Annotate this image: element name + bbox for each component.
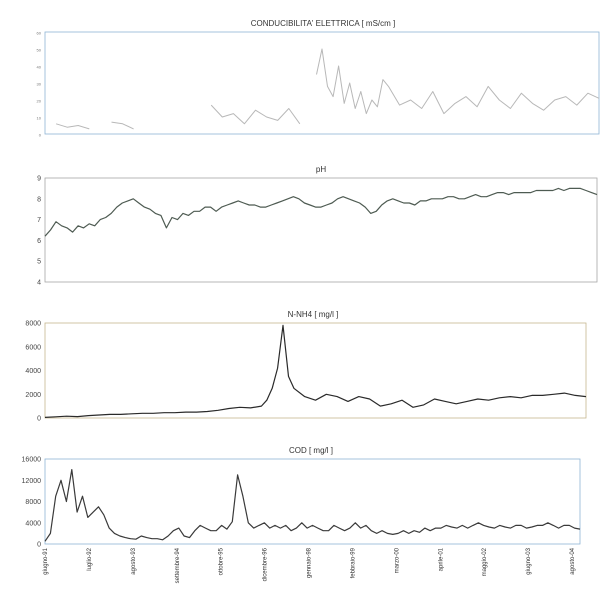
line-conductivity [55, 123, 90, 130]
y-tick-label-conductivity: 40 [37, 65, 42, 70]
chart-title-cod: COD [ mg/l ] [289, 446, 333, 455]
y-tick-label-conductivity: 50 [37, 48, 42, 53]
line-cod [44, 469, 581, 542]
y-tick-label-nh4: 6000 [25, 344, 41, 351]
line-conductivity [316, 48, 600, 115]
y-tick-label-conductivity: 0 [39, 133, 42, 138]
panel-cod: COD [ mg/l ] 0 4000 8000 12000 16000 giugno-… [22, 446, 581, 583]
line-ph [44, 187, 598, 237]
series-cod [44, 469, 581, 542]
x-tick-label: giugno-03 [526, 547, 532, 574]
y-tick-label-nh4: 0 [37, 416, 41, 423]
y-ticks-conductivity: 0 10 20 30 40 50 60 [37, 31, 42, 138]
panel-ph: pH 4 5 6 7 8 9 [37, 165, 598, 287]
y-tick-label-conductivity: 30 [37, 82, 42, 87]
chart-title-conductivity: CONDUCIBILITA' ELETTRICA [ mS/cm ] [251, 19, 396, 28]
x-axis-date-labels: giugno-91 luglio-92 agosto-93 settembre-94 o… [43, 547, 576, 583]
panel-nh4: N-NH4 [ mg/l ] 0 2000 4000 6000 8000 [25, 310, 587, 423]
y-tick-label-conductivity: 60 [37, 31, 42, 36]
chart-title-ph: pH [316, 165, 326, 174]
x-tick-label: agosto-04 [570, 547, 576, 574]
y-tick-label-nh4: 4000 [25, 368, 41, 375]
y-ticks-cod: 0 4000 8000 12000 16000 [22, 457, 42, 549]
y-tick-label-ph: 9 [37, 176, 41, 183]
plot-frame-ph [44, 177, 598, 283]
x-tick-label: settembre-94 [175, 547, 181, 583]
y-tick-label-ph: 5 [37, 259, 41, 266]
y-tick-label-cod: 0 [37, 542, 41, 549]
line-nh4 [44, 324, 587, 418]
y-tick-label-cod: 12000 [22, 478, 42, 485]
plot-frame-conductivity [44, 31, 600, 135]
y-tick-label-nh4: 2000 [25, 392, 41, 399]
plot-frame-cod [44, 458, 581, 545]
x-tick-label: gennaio-98 [307, 547, 313, 578]
x-tick-label: luglio-92 [87, 547, 93, 570]
x-tick-label: febbraio-99 [350, 547, 356, 578]
plot-frame-nh4 [44, 322, 587, 419]
series-conductivity [55, 48, 600, 130]
y-ticks-nh4: 0 2000 4000 6000 8000 [25, 321, 41, 423]
x-tick-label: giugno-91 [43, 547, 49, 574]
x-tick-label: aprile-01 [438, 547, 444, 571]
x-tick-label: dicembre-96 [263, 547, 269, 581]
y-ticks-ph: 4 5 6 7 8 9 [37, 176, 41, 287]
y-tick-label-ph: 6 [37, 238, 41, 245]
x-tick-label: ottobre-95 [219, 547, 225, 575]
y-tick-label-conductivity: 10 [37, 116, 42, 121]
line-conductivity [210, 104, 301, 125]
line-conductivity [111, 121, 134, 130]
y-tick-label-nh4: 8000 [25, 321, 41, 328]
chart-title-nh4: N-NH4 [ mg/l ] [288, 310, 339, 319]
y-tick-label-ph: 4 [37, 280, 41, 287]
y-tick-label-ph: 8 [37, 196, 41, 203]
y-tick-label-ph: 7 [37, 217, 41, 224]
x-tick-label: maggio-02 [482, 547, 488, 576]
x-tick-label: agosto-93 [131, 547, 137, 574]
y-tick-label-cod: 4000 [25, 520, 41, 527]
panel-conductivity: CONDUCIBILITA' ELETTRICA [ mS/cm ] 0 10 20… [37, 19, 600, 138]
y-tick-label-conductivity: 20 [37, 99, 42, 104]
y-tick-label-cod: 8000 [25, 499, 41, 506]
series-ph [44, 187, 598, 237]
y-tick-label-cod: 16000 [22, 457, 42, 464]
series-nh4 [44, 324, 587, 418]
x-tick-label: marzo-00 [394, 547, 400, 573]
